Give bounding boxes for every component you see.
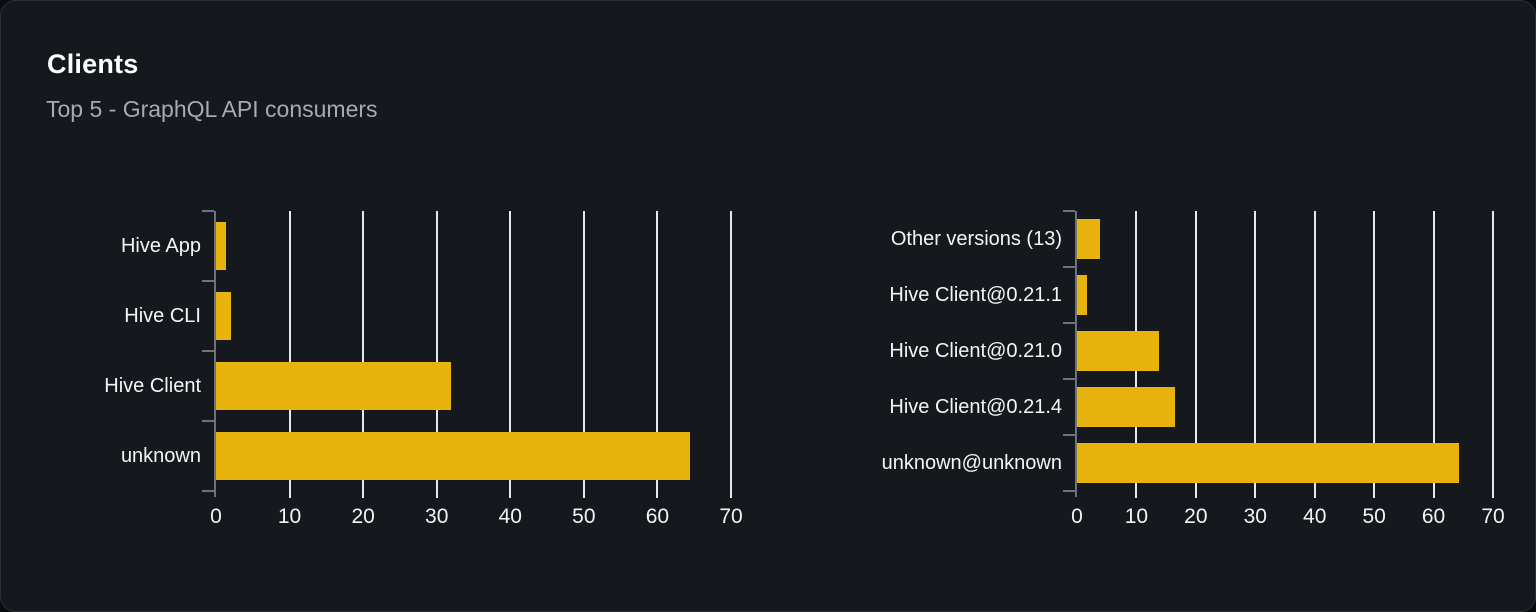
x-tick-label-70: 70 — [719, 505, 743, 528]
x-tick-label-0: 0 — [1071, 505, 1083, 528]
category-label-unknown: unknown — [120, 444, 201, 467]
category-label-hive-client-0-21-0: Hive Client@0.21.0 — [889, 339, 1062, 362]
bar-hive-client-0-21-0[interactable] — [1077, 331, 1159, 371]
y-axis-tick — [1063, 490, 1075, 492]
gridline-60 — [1432, 211, 1435, 498]
page-subtitle: Top 5 - GraphQL API consumers — [46, 96, 378, 122]
x-tick-label-40: 40 — [1303, 505, 1327, 528]
bar-unknown-unknown[interactable] — [1077, 443, 1459, 483]
x-tick-label-0: 0 — [210, 505, 222, 528]
x-tick-label-20: 20 — [1184, 505, 1208, 528]
bar-hive-client-0-21-1[interactable] — [1077, 275, 1088, 315]
gridline-20 — [1194, 211, 1197, 498]
x-tick-label-70: 70 — [1481, 505, 1505, 528]
category-label-other-versions-13: Other versions (13) — [890, 227, 1062, 250]
category-label-hive-client-0-21-1: Hive Client@0.21.1 — [889, 283, 1062, 306]
y-axis-line — [214, 211, 216, 497]
y-axis-tick — [202, 490, 214, 492]
y-axis-tick — [202, 420, 214, 422]
y-axis-line — [1075, 211, 1077, 497]
x-tick-label-10: 10 — [1124, 505, 1149, 528]
bar-hive-client[interactable] — [216, 362, 452, 410]
y-axis-tick — [1063, 322, 1075, 324]
gridline-10 — [288, 211, 291, 498]
bar-hive-cli[interactable] — [216, 292, 231, 340]
bar-other-versions-13[interactable] — [1077, 219, 1101, 259]
category-label-hive-app: Hive App — [120, 234, 201, 257]
gridline-30 — [1254, 211, 1257, 498]
y-axis-tick — [202, 280, 214, 282]
x-tick-label-20: 20 — [351, 505, 375, 528]
category-label-unknown-unknown: unknown@unknown — [881, 451, 1062, 474]
page-title: Clients — [47, 49, 139, 79]
x-tick-label-30: 30 — [425, 505, 449, 528]
gridline-70 — [730, 211, 732, 498]
y-axis-tick — [1063, 266, 1075, 268]
bar-unknown[interactable] — [216, 432, 690, 480]
gridline-30 — [435, 211, 438, 498]
category-label-hive-client-0-21-4: Hive Client@0.21.4 — [889, 395, 1062, 418]
gridline-40 — [509, 211, 512, 498]
x-tick-label-50: 50 — [572, 505, 596, 528]
y-axis-tick — [1063, 434, 1075, 436]
bar-hive-app[interactable] — [216, 222, 226, 270]
x-tick-label-40: 40 — [498, 505, 522, 528]
category-label-hive-cli: Hive CLI — [124, 304, 201, 327]
gridline-20 — [362, 211, 365, 498]
y-axis-tick — [202, 350, 214, 352]
gridline-40 — [1313, 211, 1316, 498]
x-tick-label-10: 10 — [277, 505, 302, 528]
x-tick-label-50: 50 — [1362, 505, 1386, 528]
gridline-50 — [582, 211, 585, 498]
y-axis-tick — [1063, 378, 1075, 380]
x-tick-label-60: 60 — [645, 505, 670, 528]
gridline-70 — [1492, 211, 1494, 498]
bar-hive-client-0-21-4[interactable] — [1077, 387, 1176, 427]
category-label-hive-client: Hive Client — [104, 374, 201, 397]
y-axis-tick — [1063, 210, 1075, 212]
x-tick-label-30: 30 — [1243, 505, 1267, 528]
gridline-50 — [1373, 211, 1376, 498]
y-axis-tick — [202, 210, 214, 212]
gridline-60 — [656, 211, 659, 498]
x-tick-label-60: 60 — [1421, 505, 1446, 528]
